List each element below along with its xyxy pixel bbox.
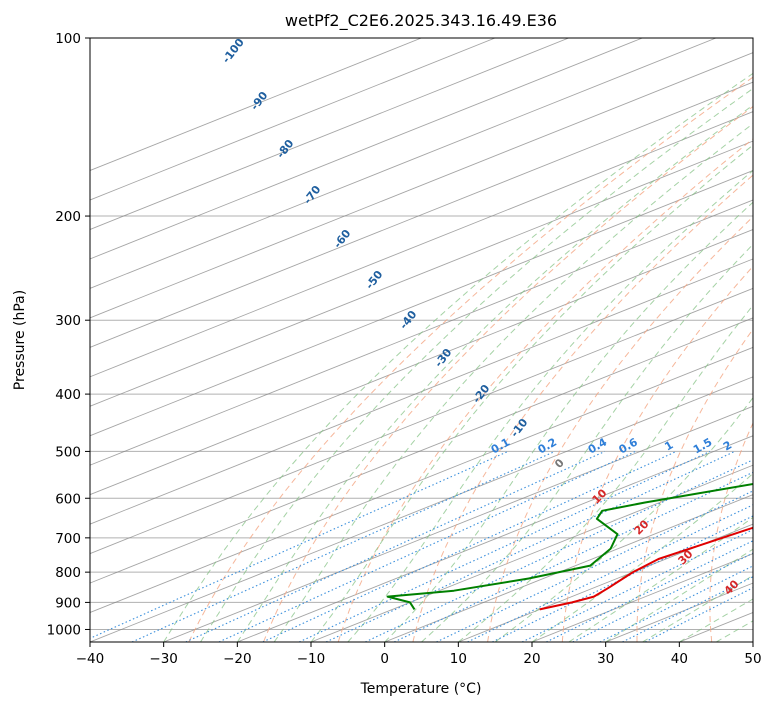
moist-adiabat-line	[310, 144, 753, 642]
x-tick-label: −30	[149, 651, 178, 667]
moist-adiabat-line	[531, 472, 753, 642]
isotherm-line	[90, 38, 496, 201]
isotherm-line	[384, 494, 753, 642]
mixing-ratio-line	[218, 450, 636, 642]
dry-adiabat-lines	[188, 76, 753, 642]
dry-adiabat-line	[263, 105, 753, 642]
moist-adiabat-line	[679, 598, 753, 642]
y-tick-label: 600	[55, 491, 81, 507]
mixing-ratio-line	[521, 528, 753, 642]
y-tick-label: 700	[55, 531, 81, 547]
moist-adiabat-line	[457, 304, 753, 642]
dry-adiabat-line	[188, 76, 753, 642]
x-tick-label: 50	[744, 651, 761, 667]
y-tick-label: 1000	[47, 622, 81, 638]
isotherm-line	[90, 38, 643, 260]
isotherm-line	[90, 38, 717, 289]
isotherm-line	[90, 346, 753, 614]
isotherm-line	[90, 38, 569, 230]
isotherm-line	[90, 317, 753, 584]
isotherm-line	[90, 199, 753, 466]
y-tick-label: 400	[55, 387, 81, 403]
moist-adiabat-line	[163, 72, 753, 642]
x-tick-label: −40	[76, 651, 105, 667]
mixing-ratio-line	[393, 471, 753, 642]
mixing-ratio-lines	[90, 450, 753, 642]
isotherm-line	[90, 52, 753, 319]
mixing-ratio-line	[572, 552, 753, 642]
isotherm-line	[163, 405, 753, 642]
x-tick-label: −20	[223, 651, 252, 667]
isotherm-line	[90, 140, 753, 407]
y-tick-label: 100	[55, 31, 81, 47]
moist-adiabat-line	[384, 201, 753, 642]
mixing-ratio-line	[546, 540, 753, 642]
mixing-ratio-line	[298, 450, 711, 642]
mixing-ratio-line	[325, 450, 736, 642]
mixing-ratio-line	[90, 450, 509, 639]
isotherm-line	[237, 435, 753, 642]
x-axis-label: Temperature (°C)	[360, 681, 482, 697]
moist-adiabat-line	[421, 243, 753, 642]
isotherm-line	[90, 81, 753, 348]
isotherm-lines	[90, 38, 753, 642]
y-tick-label: 500	[55, 444, 81, 460]
x-tick-label: 10	[450, 651, 467, 667]
plot-frame	[89, 37, 754, 643]
x-axis-ticks: −40 −30 −20 −10 0 10 20 30 40 50	[76, 642, 762, 667]
x-tick-label: 20	[523, 651, 540, 667]
x-tick-label: 40	[671, 651, 688, 667]
x-tick-label: 0	[380, 651, 389, 667]
moist-adiabat-line	[273, 123, 753, 642]
dry-adiabat-line	[412, 174, 753, 642]
dewpoint-profile-line	[386, 483, 753, 610]
y-axis-ticks: 100 200 300 400 500 600 700 800 900 1000	[47, 31, 90, 638]
isotherm-line	[90, 38, 422, 172]
isotherm-line	[90, 287, 753, 555]
isotherm-line	[90, 111, 753, 378]
y-tick-label: 300	[55, 313, 81, 329]
moist-adiabat-line	[642, 574, 753, 642]
chart-title: wetPf2_C2E6.2025.343.16.49.E36	[285, 11, 557, 31]
sounding-series	[386, 483, 753, 611]
moist-adiabat-line	[236, 104, 753, 642]
plot-area: 0.10.20.40.611.52346810131620253036-100-…	[90, 38, 753, 642]
dry-adiabat-line	[487, 215, 753, 642]
mixing-ratio-line	[131, 450, 556, 642]
y-tick-label: 200	[55, 209, 81, 225]
isotherm-line	[90, 170, 753, 437]
dry-adiabat-line	[636, 328, 753, 642]
mixing-ratio-line	[622, 576, 753, 642]
y-tick-label: 900	[55, 595, 81, 611]
dry-adiabat-line	[561, 265, 753, 642]
mixing-ratio-line	[644, 587, 753, 642]
x-tick-label: 30	[597, 651, 614, 667]
isotherm-line	[90, 228, 753, 496]
mixing-ratio-line	[185, 450, 606, 642]
isotherm-line	[90, 258, 753, 525]
y-tick-label: 800	[55, 565, 81, 581]
x-tick-label: −10	[297, 651, 326, 667]
dry-adiabat-line	[337, 138, 753, 642]
mixing-ratio-line	[436, 490, 753, 642]
temperature-profile-line	[539, 526, 753, 611]
dry-adiabat-line	[709, 421, 753, 642]
moist-adiabat-lines	[163, 72, 753, 642]
y-axis-label: Pressure (hPa)	[12, 290, 28, 390]
isotherm-line	[310, 464, 753, 642]
moist-adiabat-line	[200, 87, 753, 642]
mixing-ratio-line	[599, 565, 753, 642]
moist-adiabat-line	[347, 169, 753, 642]
